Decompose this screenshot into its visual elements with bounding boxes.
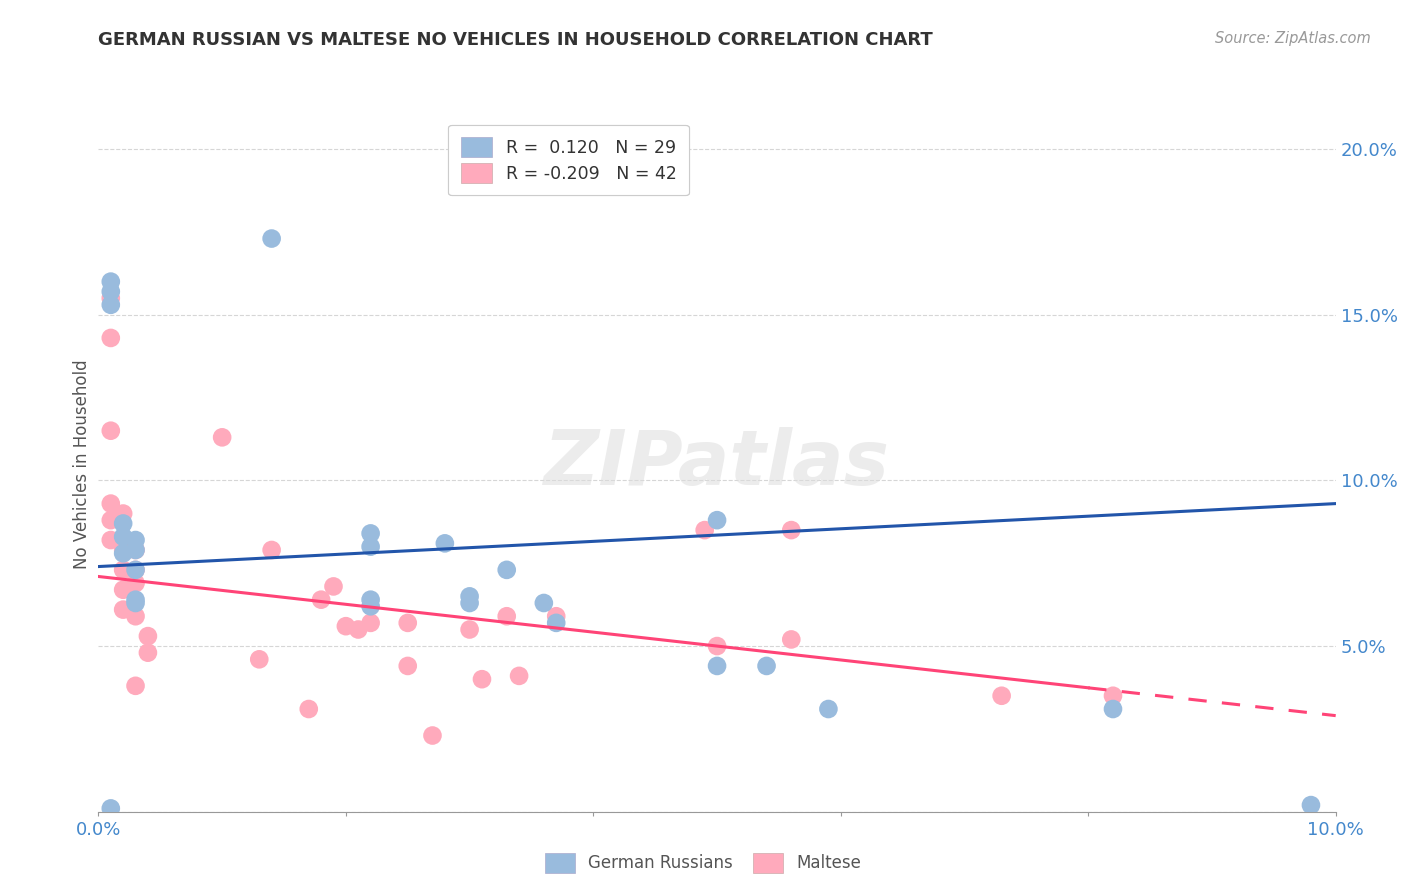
Point: [124, 533, 146, 547]
Legend: German Russians, Maltese: German Russians, Maltese: [538, 847, 868, 880]
Point: [124, 563, 146, 577]
Point: [100, 533, 122, 547]
Point: [112, 582, 135, 597]
Text: ZIPatlas: ZIPatlas: [544, 427, 890, 500]
Point: [780, 523, 803, 537]
Point: [112, 533, 135, 547]
Point: [471, 672, 494, 686]
Point: [360, 526, 382, 541]
Text: GERMAN RUSSIAN VS MALTESE NO VEHICLES IN HOUSEHOLD CORRELATION CHART: GERMAN RUSSIAN VS MALTESE NO VEHICLES IN…: [98, 31, 934, 49]
Point: [112, 543, 135, 558]
Point: [360, 592, 382, 607]
Point: [546, 609, 568, 624]
Point: [780, 632, 803, 647]
Point: [260, 231, 283, 245]
Point: [322, 579, 344, 593]
Point: [136, 629, 159, 643]
Point: [100, 801, 122, 815]
Point: [298, 702, 321, 716]
Point: [260, 543, 283, 558]
Point: [706, 639, 728, 653]
Point: [124, 543, 146, 558]
Point: [247, 652, 270, 666]
Point: [458, 590, 481, 604]
Point: [1299, 798, 1322, 813]
Point: [335, 619, 357, 633]
Point: [124, 563, 146, 577]
Point: [396, 659, 419, 673]
Point: [124, 543, 146, 558]
Point: [817, 702, 839, 716]
Point: [100, 331, 122, 345]
Point: [546, 615, 568, 630]
Point: [706, 513, 728, 527]
Point: [347, 623, 370, 637]
Point: [458, 596, 481, 610]
Point: [755, 659, 778, 673]
Point: [112, 530, 135, 544]
Point: [112, 546, 135, 560]
Point: [706, 659, 728, 673]
Point: [422, 729, 444, 743]
Point: [112, 516, 135, 531]
Point: [124, 576, 146, 591]
Point: [124, 609, 146, 624]
Point: [396, 615, 419, 630]
Point: [360, 599, 382, 614]
Point: [100, 513, 122, 527]
Point: [100, 275, 122, 289]
Point: [100, 285, 122, 299]
Text: Source: ZipAtlas.com: Source: ZipAtlas.com: [1215, 31, 1371, 46]
Point: [693, 523, 716, 537]
Point: [112, 507, 135, 521]
Point: [100, 298, 122, 312]
Point: [433, 536, 456, 550]
Point: [533, 596, 555, 610]
Point: [100, 291, 122, 305]
Legend: R =  0.120   N = 29, R = -0.209   N = 42: R = 0.120 N = 29, R = -0.209 N = 42: [449, 125, 689, 195]
Point: [100, 497, 122, 511]
Point: [360, 540, 382, 554]
Point: [495, 609, 517, 624]
Y-axis label: No Vehicles in Household: No Vehicles in Household: [73, 359, 91, 569]
Point: [508, 669, 530, 683]
Point: [1102, 702, 1125, 716]
Point: [124, 596, 146, 610]
Point: [360, 615, 382, 630]
Point: [458, 623, 481, 637]
Point: [990, 689, 1012, 703]
Point: [309, 592, 332, 607]
Point: [112, 602, 135, 616]
Point: [124, 679, 146, 693]
Point: [1102, 689, 1125, 703]
Point: [124, 592, 146, 607]
Point: [112, 563, 135, 577]
Point: [100, 424, 122, 438]
Point: [495, 563, 517, 577]
Point: [136, 646, 159, 660]
Point: [211, 430, 233, 444]
